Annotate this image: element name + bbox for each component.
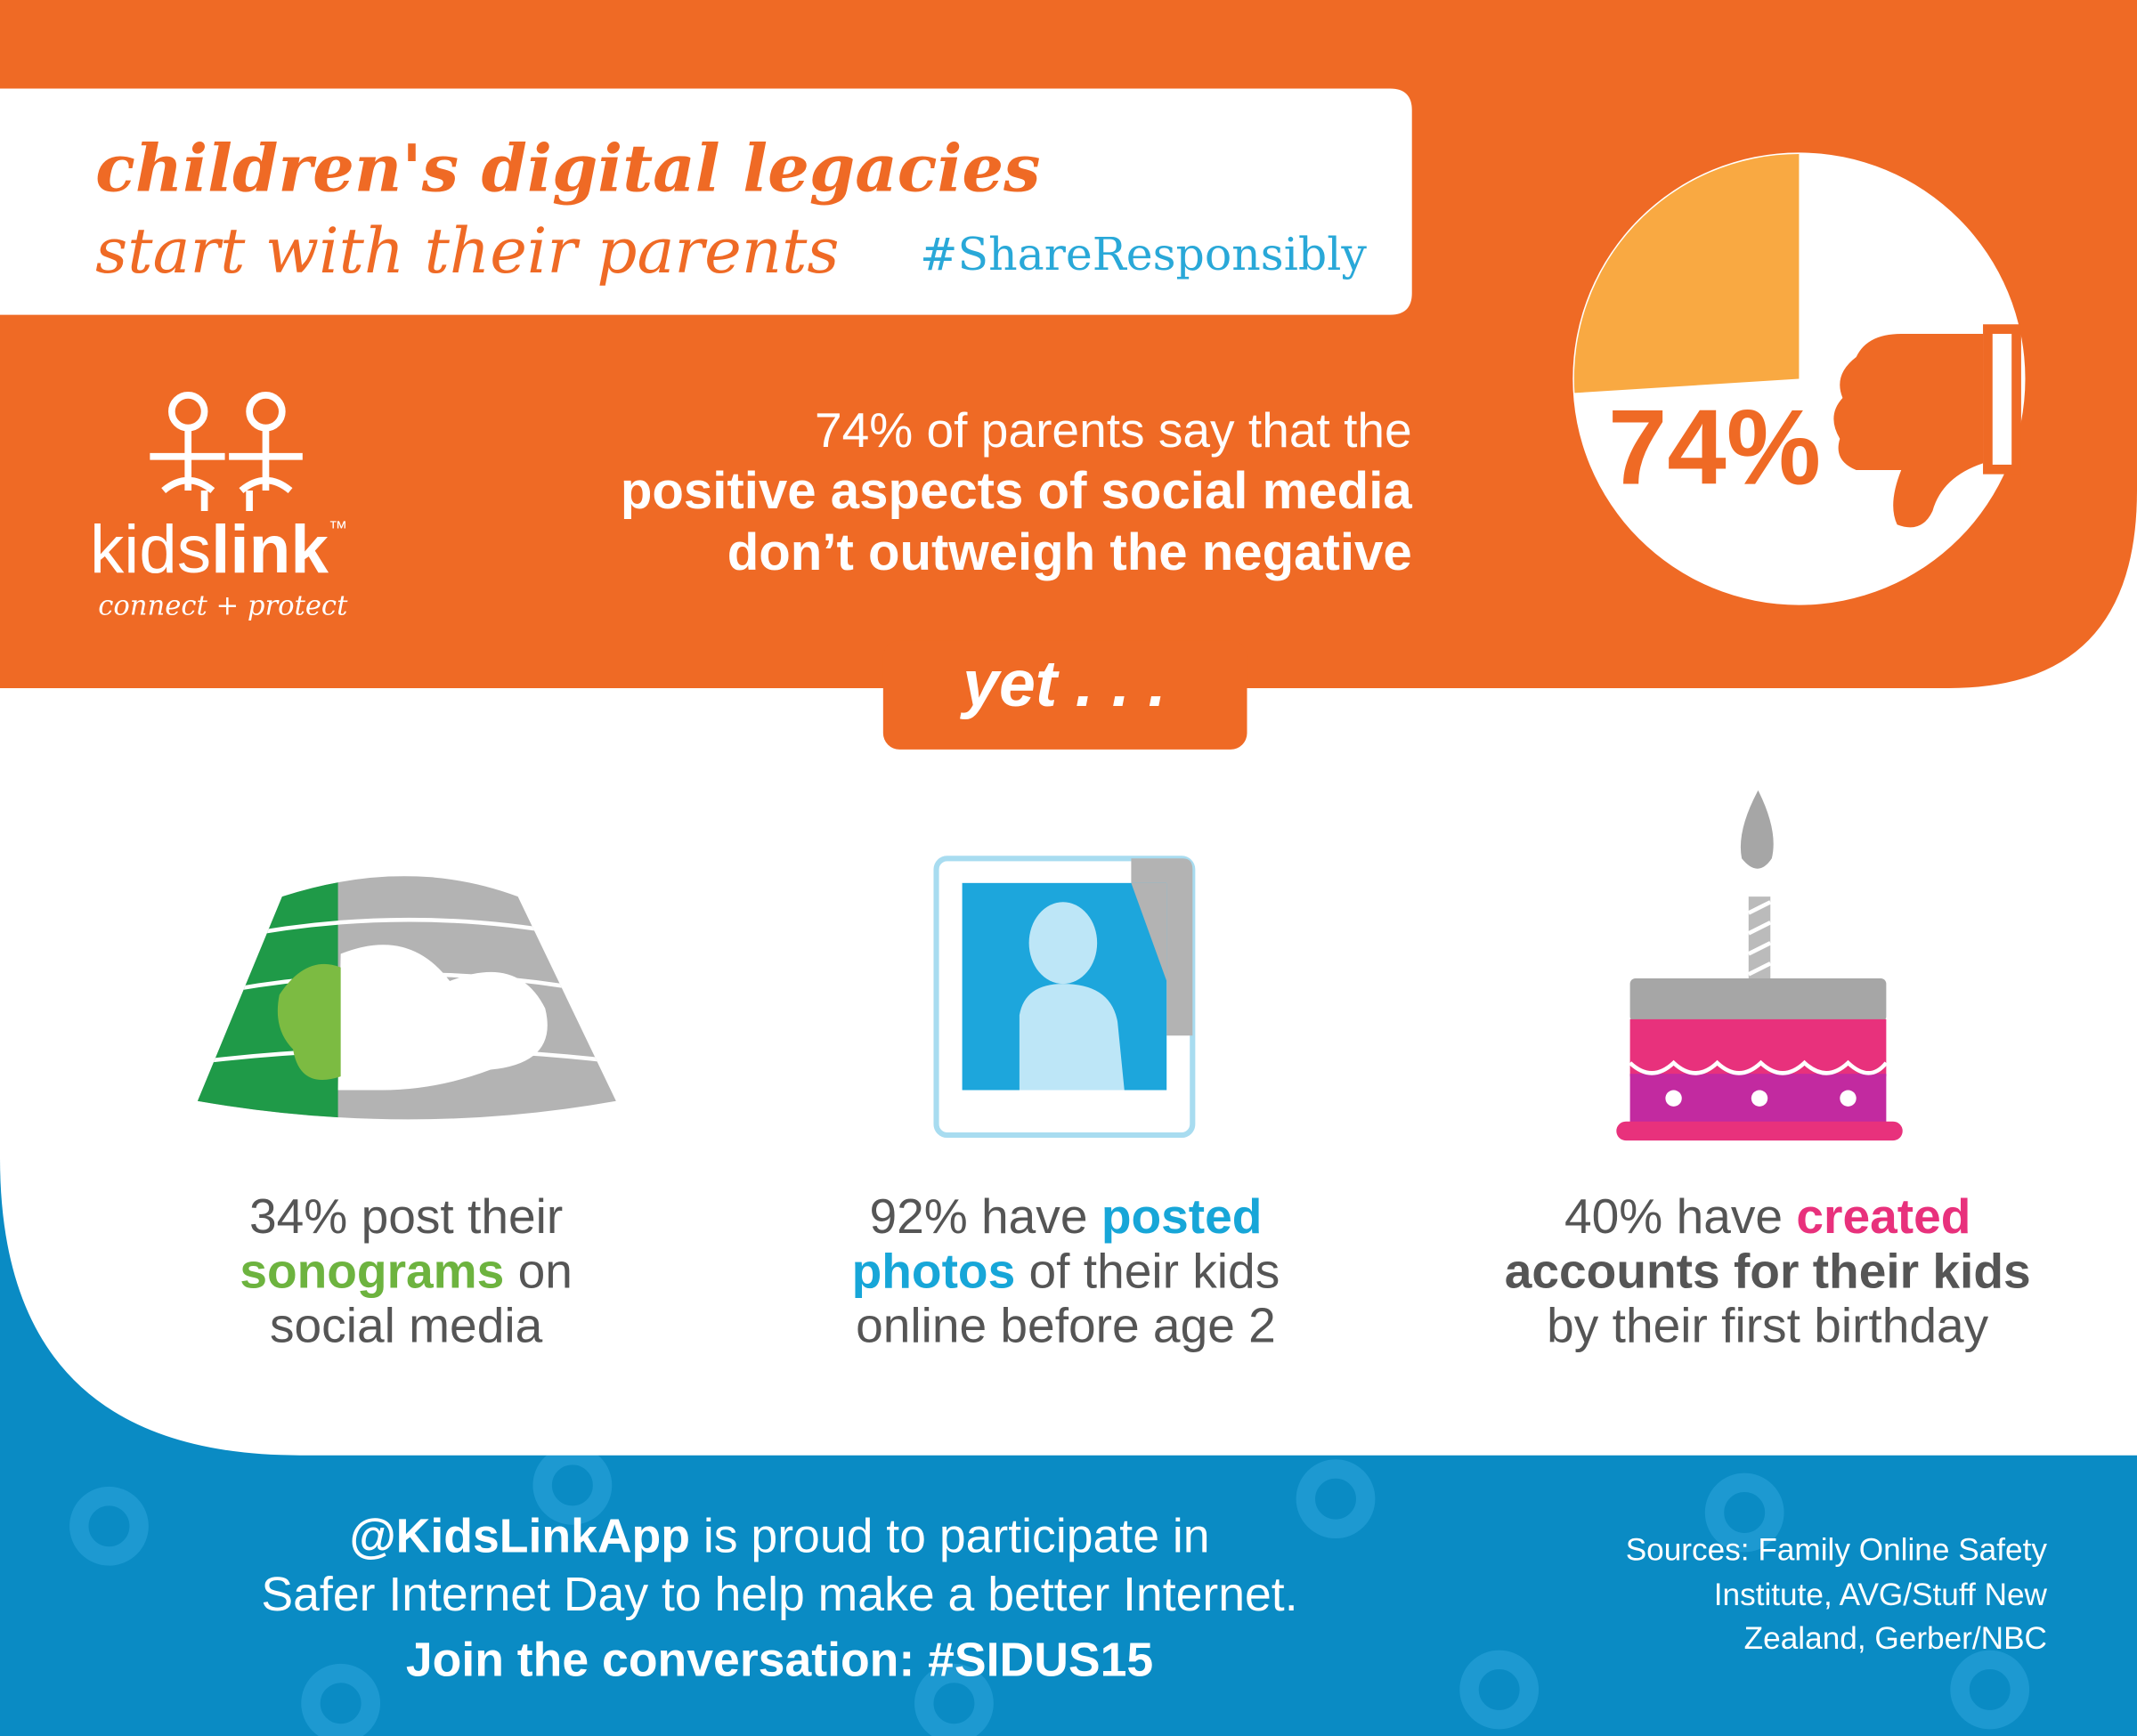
fact-line: 92% have posted	[869, 1188, 1262, 1244]
photo-icon	[933, 856, 1196, 1139]
sonogram-icon	[197, 876, 616, 1120]
fact-highlight: posted	[1101, 1188, 1263, 1244]
footer-line: Safer Internet Day to help make a better…	[261, 1569, 1297, 1621]
logo-icon	[150, 392, 303, 511]
footer-line: @KidsLinkApp is proud to participate in	[349, 1510, 1209, 1562]
fact-highlight: photos	[852, 1243, 1016, 1298]
footer-text: is proud to participate in	[690, 1510, 1210, 1562]
fact-line: 34% post their	[249, 1188, 563, 1244]
fact-text: 92% have	[869, 1188, 1101, 1244]
fact-highlight: created	[1796, 1188, 1970, 1244]
fact-text: on	[504, 1243, 573, 1298]
fact-highlight: accounts for their kids	[1505, 1243, 2031, 1298]
stat-lead: 74% of parents say that the	[815, 402, 1412, 458]
logo-light: kids	[90, 512, 211, 588]
source-line: Sources: Family Online Safety	[1626, 1533, 2048, 1568]
logo-wordmark: kidslink™	[90, 512, 347, 588]
fact-line: photos of their kids	[852, 1243, 1280, 1298]
hashtag: #ShareResponsibly	[920, 228, 1367, 280]
fact-highlight: sonograms	[240, 1243, 504, 1298]
fact-line: social media	[270, 1298, 543, 1353]
thumbs-down-icon	[1833, 324, 2021, 528]
footer-line: Join the conversation: #SIDUS15	[406, 1635, 1153, 1687]
transition-tab	[882, 640, 1247, 750]
subtitle: start with their parents	[95, 215, 839, 288]
fact-line: sonograms on	[240, 1243, 573, 1298]
title-box	[0, 88, 1412, 315]
stat-emphasis: don’t outweigh the negative	[727, 523, 1412, 581]
logo-tm: ™	[329, 517, 347, 539]
source-line: Institute, AVG/Stuff New	[1714, 1578, 2048, 1612]
stat-emphasis: positive aspects of social media	[621, 462, 1412, 520]
source-line: Zealand, Gerber/NBC	[1744, 1621, 2047, 1656]
fact-line: online before age 2	[856, 1298, 1276, 1353]
cake-icon	[1616, 790, 1903, 1141]
pie-label: 74%	[1608, 388, 1821, 507]
fact-text: 40% have	[1564, 1188, 1796, 1244]
fact-text: of their kids	[1015, 1243, 1280, 1298]
logo-bold: link	[211, 512, 329, 588]
fact-line: by their first birthday	[1547, 1298, 1988, 1353]
pie-remainder	[1573, 153, 1800, 393]
logo-tagline: connect + protect	[98, 590, 348, 621]
title: children's digital legacies	[95, 130, 1040, 207]
transition-text: yet . . .	[959, 646, 1166, 720]
footer-handle: @KidsLinkApp	[349, 1510, 690, 1562]
fact-line: 40% have created	[1564, 1188, 1970, 1244]
